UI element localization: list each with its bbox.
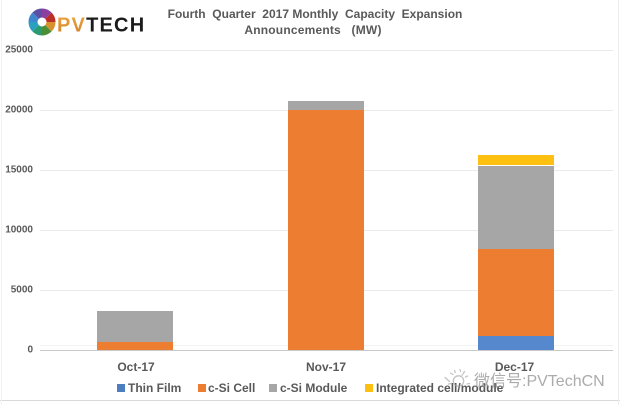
svg-text:PVTECH: PVTECH [57, 15, 145, 37]
